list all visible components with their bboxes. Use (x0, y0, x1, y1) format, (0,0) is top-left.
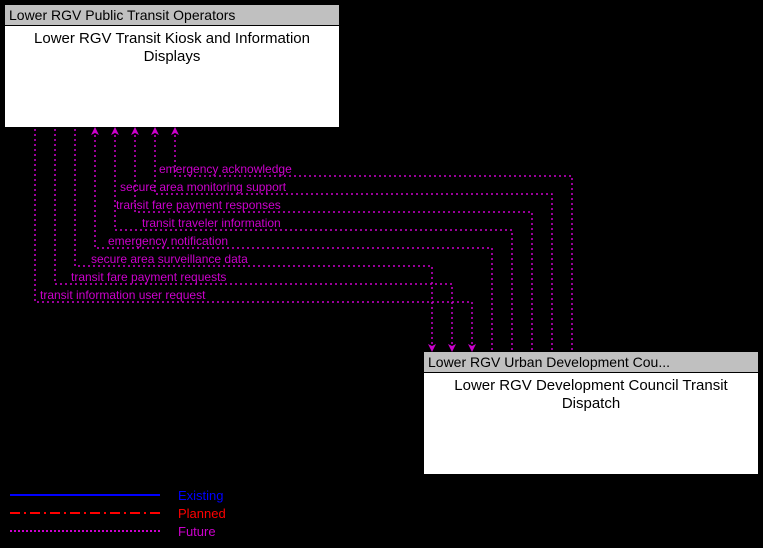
legend-swatch (10, 512, 160, 514)
flow-label: transit traveler information (142, 216, 281, 230)
legend-label: Future (178, 524, 216, 539)
entity-top-header: Lower RGV Public Transit Operators (5, 5, 339, 26)
legend-swatch (10, 494, 160, 496)
legend-label: Planned (178, 506, 226, 521)
legend-row: Planned (10, 504, 226, 522)
flow-label: emergency notification (108, 234, 228, 248)
legend-label: Existing (178, 488, 224, 503)
entity-bottom-header: Lower RGV Urban Development Cou... (424, 352, 758, 373)
legend: Existing Planned Future (10, 486, 226, 540)
flow-label: transit information user request (40, 288, 205, 302)
entity-bottom-title: Lower RGV Development Council Transit Di… (424, 373, 758, 417)
entity-top: Lower RGV Public Transit Operators Lower… (3, 3, 341, 129)
entity-top-title: Lower RGV Transit Kiosk and Information … (5, 26, 339, 70)
entity-bottom: Lower RGV Urban Development Cou... Lower… (422, 350, 760, 476)
legend-swatch (10, 530, 160, 532)
flow-label: transit fare payment requests (71, 270, 226, 284)
flow-label: transit fare payment responses (116, 198, 281, 212)
flow-label: secure area surveillance data (91, 252, 248, 266)
legend-row: Existing (10, 486, 226, 504)
legend-row: Future (10, 522, 226, 540)
flow-label: emergency acknowledge (159, 162, 292, 176)
flow-label: secure area monitoring support (120, 180, 286, 194)
